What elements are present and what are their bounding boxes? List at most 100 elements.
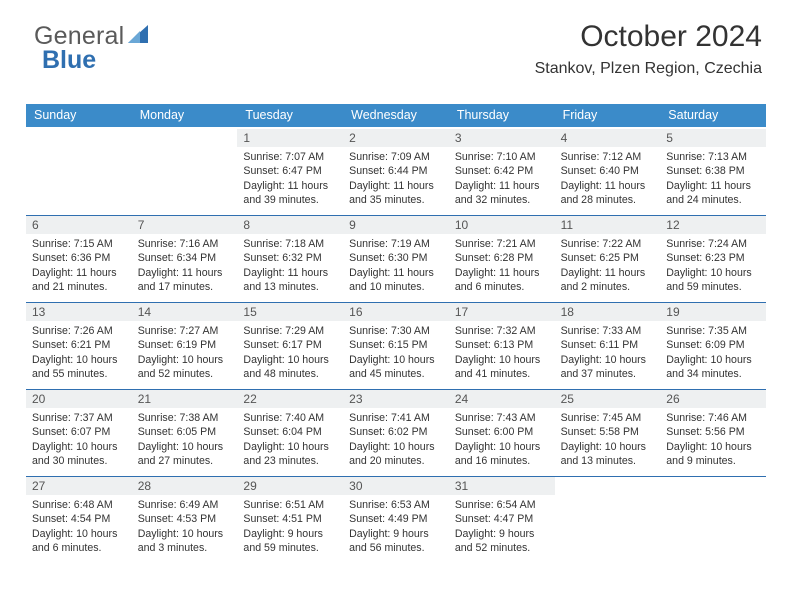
day-cell: 17Sunrise: 7:32 AMSunset: 6:13 PMDayligh…	[449, 303, 555, 389]
day-number: 30	[343, 477, 449, 495]
day1-line: Daylight: 10 hours	[455, 353, 549, 367]
day-cell: 8 Sunrise: 7:18 AMSunset: 6:32 PMDaylight…	[237, 216, 343, 302]
day2-line: and 13 minutes.	[243, 280, 337, 294]
day2-line: and 27 minutes.	[138, 454, 232, 468]
day2-line: and 13 minutes.	[561, 454, 655, 468]
day-details: Sunrise: 7:38 AMSunset: 6:05 PMDaylight:…	[132, 411, 238, 472]
day2-line: and 21 minutes.	[32, 280, 126, 294]
day-number: 16	[343, 303, 449, 321]
sunset-line: Sunset: 6:32 PM	[243, 251, 337, 265]
day-details: Sunrise: 7:29 AMSunset: 6:17 PMDaylight:…	[237, 324, 343, 385]
day1-line: Daylight: 10 hours	[32, 527, 126, 541]
sunrise-line: Sunrise: 7:13 AM	[666, 150, 760, 164]
day1-line: Daylight: 11 hours	[138, 266, 232, 280]
day-details: Sunrise: 7:46 AMSunset: 5:56 PMDaylight:…	[660, 411, 766, 472]
day1-line: Daylight: 10 hours	[666, 266, 760, 280]
day-details: Sunrise: 7:18 AMSunset: 6:32 PMDaylight:…	[237, 237, 343, 298]
week-row: 1Sunrise: 7:07 AMSunset: 6:47 PMDaylight…	[26, 129, 766, 215]
day-details: Sunrise: 7:37 AMSunset: 6:07 PMDaylight:…	[26, 411, 132, 472]
day-cell: 14Sunrise: 7:27 AMSunset: 6:19 PMDayligh…	[132, 303, 238, 389]
day-details: Sunrise: 6:53 AMSunset: 4:49 PMDaylight:…	[343, 498, 449, 559]
day-cell: 22 Sunrise: 7:40 AMSunset: 6:04 PMDayligh…	[237, 390, 343, 476]
sunset-line: Sunset: 6:15 PM	[349, 338, 443, 352]
sunrise-line: Sunrise: 6:49 AM	[138, 498, 232, 512]
day1-line: Daylight: 10 hours	[666, 353, 760, 367]
sunset-line: Sunset: 5:58 PM	[561, 425, 655, 439]
calendar-grid: Sunday Monday Tuesday Wednesday Thursday…	[26, 104, 766, 563]
day2-line: and 39 minutes.	[243, 193, 337, 207]
day-details: Sunrise: 7:33 AMSunset: 6:11 PMDaylight:…	[555, 324, 661, 385]
day-cell: 31Sunrise: 6:54 AMSunset: 4:47 PMDayligh…	[449, 477, 555, 563]
sunrise-line: Sunrise: 7:40 AM	[243, 411, 337, 425]
day-cell: 3Sunrise: 7:10 AMSunset: 6:42 PMDaylight…	[449, 129, 555, 215]
calendar-page: General Blue October 2024 Stankov, Plzen…	[0, 0, 792, 612]
day-number: 24	[449, 390, 555, 408]
day1-line: Daylight: 11 hours	[561, 266, 655, 280]
day-details: Sunrise: 7:09 AMSunset: 6:44 PMDaylight:…	[343, 150, 449, 211]
day-details: Sunrise: 6:48 AMSunset: 4:54 PMDaylight:…	[26, 498, 132, 559]
day-number: 19	[660, 303, 766, 321]
day1-line: Daylight: 11 hours	[32, 266, 126, 280]
day2-line: and 20 minutes.	[349, 454, 443, 468]
day1-line: Daylight: 10 hours	[561, 440, 655, 454]
sunrise-line: Sunrise: 7:07 AM	[243, 150, 337, 164]
day-cell: 2Sunrise: 7:09 AMSunset: 6:44 PMDaylight…	[343, 129, 449, 215]
day-details: Sunrise: 7:41 AMSunset: 6:02 PMDaylight:…	[343, 411, 449, 472]
week-row: 20Sunrise: 7:37 AMSunset: 6:07 PMDayligh…	[26, 389, 766, 476]
day-cell: 20Sunrise: 7:37 AMSunset: 6:07 PMDayligh…	[26, 390, 132, 476]
day-number: 27	[26, 477, 132, 495]
day-cell	[132, 129, 238, 215]
day-number: 22	[237, 390, 343, 408]
sunrise-line: Sunrise: 6:53 AM	[349, 498, 443, 512]
day-details: Sunrise: 7:40 AMSunset: 6:04 PMDaylight:…	[237, 411, 343, 472]
day-cell: 18 Sunrise: 7:33 AMSunset: 6:11 PMDayligh…	[555, 303, 661, 389]
sunrise-line: Sunrise: 7:22 AM	[561, 237, 655, 251]
day-cell: 26 Sunrise: 7:46 AMSunset: 5:56 PMDayligh…	[660, 390, 766, 476]
day2-line: and 9 minutes.	[666, 454, 760, 468]
day-number: 25	[555, 390, 661, 408]
weekday-label: Monday	[132, 104, 238, 127]
day2-line: and 37 minutes.	[561, 367, 655, 381]
day1-line: Daylight: 10 hours	[349, 440, 443, 454]
day1-line: Daylight: 10 hours	[32, 353, 126, 367]
day-cell: 11Sunrise: 7:22 AMSunset: 6:25 PMDayligh…	[555, 216, 661, 302]
sunrise-line: Sunrise: 7:18 AM	[243, 237, 337, 251]
day-details: Sunrise: 7:13 AMSunset: 6:38 PMDaylight:…	[660, 150, 766, 211]
sunset-line: Sunset: 6:19 PM	[138, 338, 232, 352]
weekday-label: Thursday	[449, 104, 555, 127]
weekday-label: Sunday	[26, 104, 132, 127]
sunrise-line: Sunrise: 7:16 AM	[138, 237, 232, 251]
weekday-label: Tuesday	[237, 104, 343, 127]
day-cell	[555, 477, 661, 563]
day-cell: 29Sunrise: 6:51 AMSunset: 4:51 PMDayligh…	[237, 477, 343, 563]
day1-line: Daylight: 11 hours	[349, 266, 443, 280]
sunrise-line: Sunrise: 6:48 AM	[32, 498, 126, 512]
sunrise-line: Sunrise: 7:24 AM	[666, 237, 760, 251]
sunset-line: Sunset: 4:47 PM	[455, 512, 549, 526]
day2-line: and 3 minutes.	[138, 541, 232, 555]
day-details: Sunrise: 7:26 AMSunset: 6:21 PMDaylight:…	[26, 324, 132, 385]
sunrise-line: Sunrise: 7:12 AM	[561, 150, 655, 164]
day-details: Sunrise: 7:27 AMSunset: 6:19 PMDaylight:…	[132, 324, 238, 385]
day-number: 8	[237, 216, 343, 234]
day-number: 18	[555, 303, 661, 321]
day2-line: and 16 minutes.	[455, 454, 549, 468]
day-details: Sunrise: 7:45 AMSunset: 5:58 PMDaylight:…	[555, 411, 661, 472]
week-row: 27 Sunrise: 6:48 AMSunset: 4:54 PMDayligh…	[26, 476, 766, 563]
day-cell: 15Sunrise: 7:29 AMSunset: 6:17 PMDayligh…	[237, 303, 343, 389]
day2-line: and 56 minutes.	[349, 541, 443, 555]
day-details: Sunrise: 6:54 AMSunset: 4:47 PMDaylight:…	[449, 498, 555, 559]
sunrise-line: Sunrise: 7:43 AM	[455, 411, 549, 425]
day-details: Sunrise: 7:35 AMSunset: 6:09 PMDaylight:…	[660, 324, 766, 385]
day-number: 26	[660, 390, 766, 408]
day2-line: and 34 minutes.	[666, 367, 760, 381]
weekday-label: Wednesday	[343, 104, 449, 127]
day2-line: and 45 minutes.	[349, 367, 443, 381]
day2-line: and 52 minutes.	[138, 367, 232, 381]
day1-line: Daylight: 11 hours	[243, 266, 337, 280]
sunset-line: Sunset: 6:07 PM	[32, 425, 126, 439]
day-cell: 4Sunrise: 7:12 AMSunset: 6:40 PMDaylight…	[555, 129, 661, 215]
day-details: Sunrise: 6:49 AMSunset: 4:53 PMDaylight:…	[132, 498, 238, 559]
logo-word-blue: Blue	[42, 46, 96, 75]
sunset-line: Sunset: 6:13 PM	[455, 338, 549, 352]
